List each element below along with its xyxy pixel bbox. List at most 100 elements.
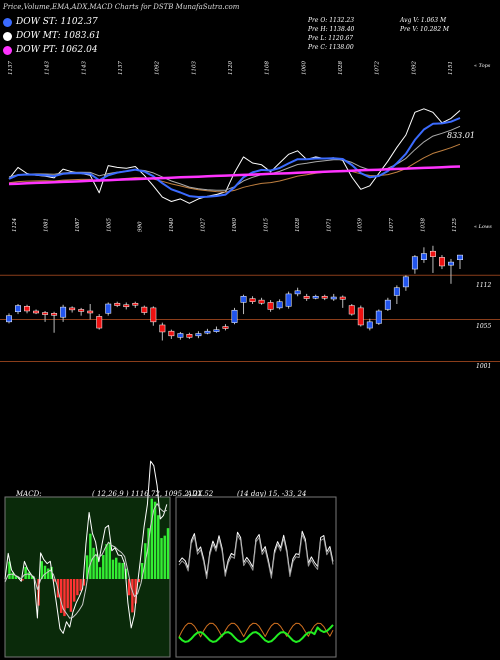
- candle-body: [222, 326, 229, 329]
- candle-body: [96, 316, 103, 329]
- legend-swatch-pt: [3, 45, 12, 55]
- macd-histogram-bar: [30, 575, 34, 579]
- macd-histogram-bar: [50, 566, 53, 579]
- candle-body: [159, 324, 166, 333]
- candle-body: [33, 310, 40, 314]
- bottom-tick-label: 1060: [232, 218, 238, 232]
- top-tick-label: 1137: [8, 61, 14, 75]
- top-tick-label: 1060: [301, 61, 307, 75]
- candle-body: [348, 305, 355, 315]
- candle-body: [6, 315, 12, 323]
- ohlc-open: Pre O: 1132.23: [308, 17, 355, 24]
- candle-body: [186, 334, 193, 338]
- macd-histogram-bar: [40, 561, 44, 579]
- macd-histogram-bar: [121, 563, 124, 579]
- candle-body: [132, 302, 139, 306]
- candle-body: [439, 257, 445, 267]
- candle-body: [393, 287, 400, 296]
- candle-body: [457, 254, 463, 260]
- candle-body: [177, 333, 184, 338]
- candle-body: [312, 295, 319, 299]
- candle-body: [69, 307, 76, 311]
- adx-values: (14 day) 15, -33, 24: [237, 490, 307, 498]
- legend-dow-st: DOW ST: 1102.37: [3, 17, 98, 27]
- bottom-tick-label: 1077: [389, 218, 395, 232]
- macd-histogram-bar: [72, 579, 76, 602]
- macd-signal-line: [4, 503, 167, 619]
- ohlc-high: Pre H: 1138.40: [308, 26, 355, 33]
- bottom-tick-label: 1087: [75, 218, 81, 232]
- adx-panel: [175, 496, 337, 658]
- candle-body: [402, 276, 409, 288]
- candle-body: [141, 306, 148, 313]
- macd-histogram-bar: [166, 528, 170, 579]
- candle-body: [195, 333, 202, 337]
- macd-histogram-bar: [108, 542, 111, 579]
- candle-body: [366, 321, 373, 329]
- macd-histogram-bar: [147, 528, 150, 579]
- legend-pt-label: DOW PT:: [16, 45, 58, 55]
- macd-histogram-bar: [131, 579, 134, 613]
- candle-body: [339, 296, 346, 300]
- macd-histogram-bar: [98, 567, 102, 579]
- lows-label: « Lows: [474, 224, 492, 230]
- bottom-tick-label: 990: [138, 221, 144, 232]
- candle-body: [330, 296, 337, 300]
- macd-histogram-bar: [118, 562, 121, 579]
- bottom-tick-label: 1124: [12, 218, 18, 232]
- candle-body: [285, 293, 292, 307]
- macd-histogram-bar: [140, 563, 144, 579]
- top-tick-label: 1028: [338, 61, 344, 75]
- legend-st-label: DOW ST:: [16, 17, 58, 27]
- macd-histogram-bar: [89, 533, 92, 579]
- bottom-tick-label: 1071: [326, 218, 332, 232]
- top-tick-label: 1137: [118, 61, 124, 75]
- macd-histogram-bar: [111, 559, 115, 579]
- candle-body: [357, 307, 364, 326]
- candle-body: [384, 299, 391, 310]
- candle-body: [24, 306, 30, 312]
- tops-label: « Tops: [474, 63, 491, 69]
- legend-swatch-st: [3, 17, 12, 27]
- macd-histogram-bar: [137, 579, 141, 583]
- bottom-tick-label: 1059: [358, 218, 364, 232]
- candle-body: [204, 330, 211, 334]
- candle-body: [258, 299, 265, 304]
- candle-body: [240, 295, 247, 303]
- macd-histogram-bar: [102, 555, 105, 579]
- macd-histogram-bar: [160, 538, 163, 579]
- macd-histogram-bar: [76, 579, 79, 596]
- candle-body: [105, 303, 112, 314]
- legend-mt-label: DOW MT:: [16, 31, 61, 41]
- level-label-3: 1001: [476, 363, 492, 370]
- macd-histogram-bar: [24, 566, 27, 579]
- candle-body: [267, 302, 274, 310]
- top-tick-label: 1108: [265, 61, 271, 75]
- macd-histogram-bar: [11, 572, 14, 579]
- macd-histogram-bar: [53, 579, 56, 582]
- macd-histogram-bar: [85, 555, 89, 579]
- macd-histogram-bar: [66, 579, 69, 609]
- ema-last-value: 833.01: [447, 131, 475, 140]
- legend-mt-value: 1083.61: [63, 31, 101, 41]
- candle-body: [321, 295, 328, 299]
- macd-histogram-bar: [92, 547, 95, 579]
- adx-title: ADX: [187, 490, 203, 498]
- macd-histogram-bar: [60, 579, 63, 613]
- macd-histogram-bar: [27, 572, 31, 579]
- bottom-tick-label: 1028: [295, 218, 301, 232]
- top-tick-label: 1092: [411, 61, 417, 75]
- macd-histogram-bar: [69, 579, 73, 612]
- legend-pt-value: 1062.04: [60, 45, 98, 55]
- legend-swatch-mt: [3, 31, 12, 41]
- bottom-tick-label: 1040: [169, 218, 175, 232]
- ema-st-line: [8, 117, 461, 198]
- candle-body: [114, 302, 121, 306]
- legend-st-value: 1102.37: [60, 17, 98, 27]
- top-tick-label: 1143: [81, 61, 87, 75]
- candle-body: [87, 310, 94, 314]
- macd-histogram-bar: [134, 579, 137, 604]
- close-line: [8, 108, 461, 204]
- candle-body: [375, 310, 382, 324]
